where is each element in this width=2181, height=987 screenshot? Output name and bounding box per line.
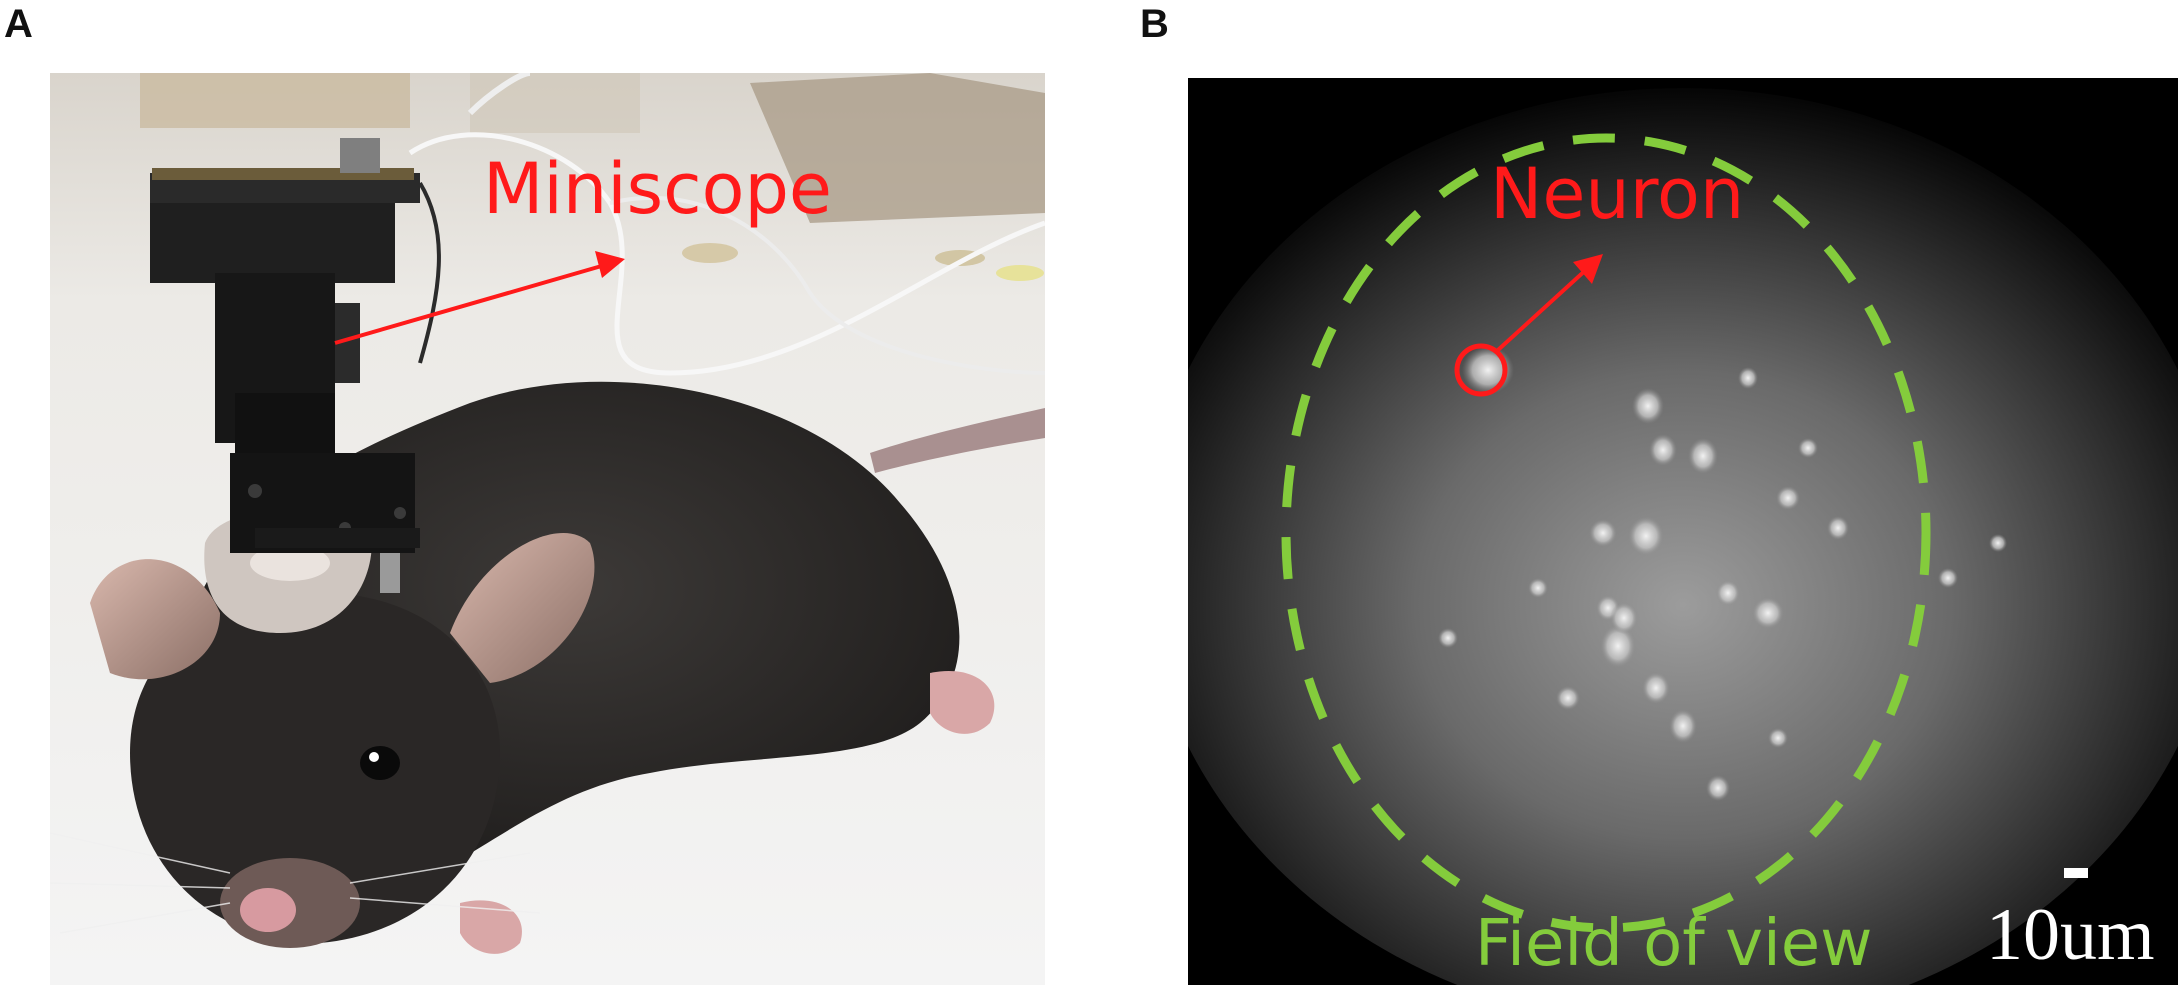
scale-bar [2064,868,2088,878]
field-of-view-label: Field of view [1475,907,1873,981]
microscopy-image [1188,78,2178,985]
scale-bar-label: 10um [1986,894,2155,976]
panel-letter-b: B [1140,2,1169,46]
panel-letter-a: A [4,2,33,46]
mouse-photo [50,73,1045,985]
miniscope-label: Miniscope [483,148,832,230]
neuron-label: Neuron [1490,153,1745,235]
